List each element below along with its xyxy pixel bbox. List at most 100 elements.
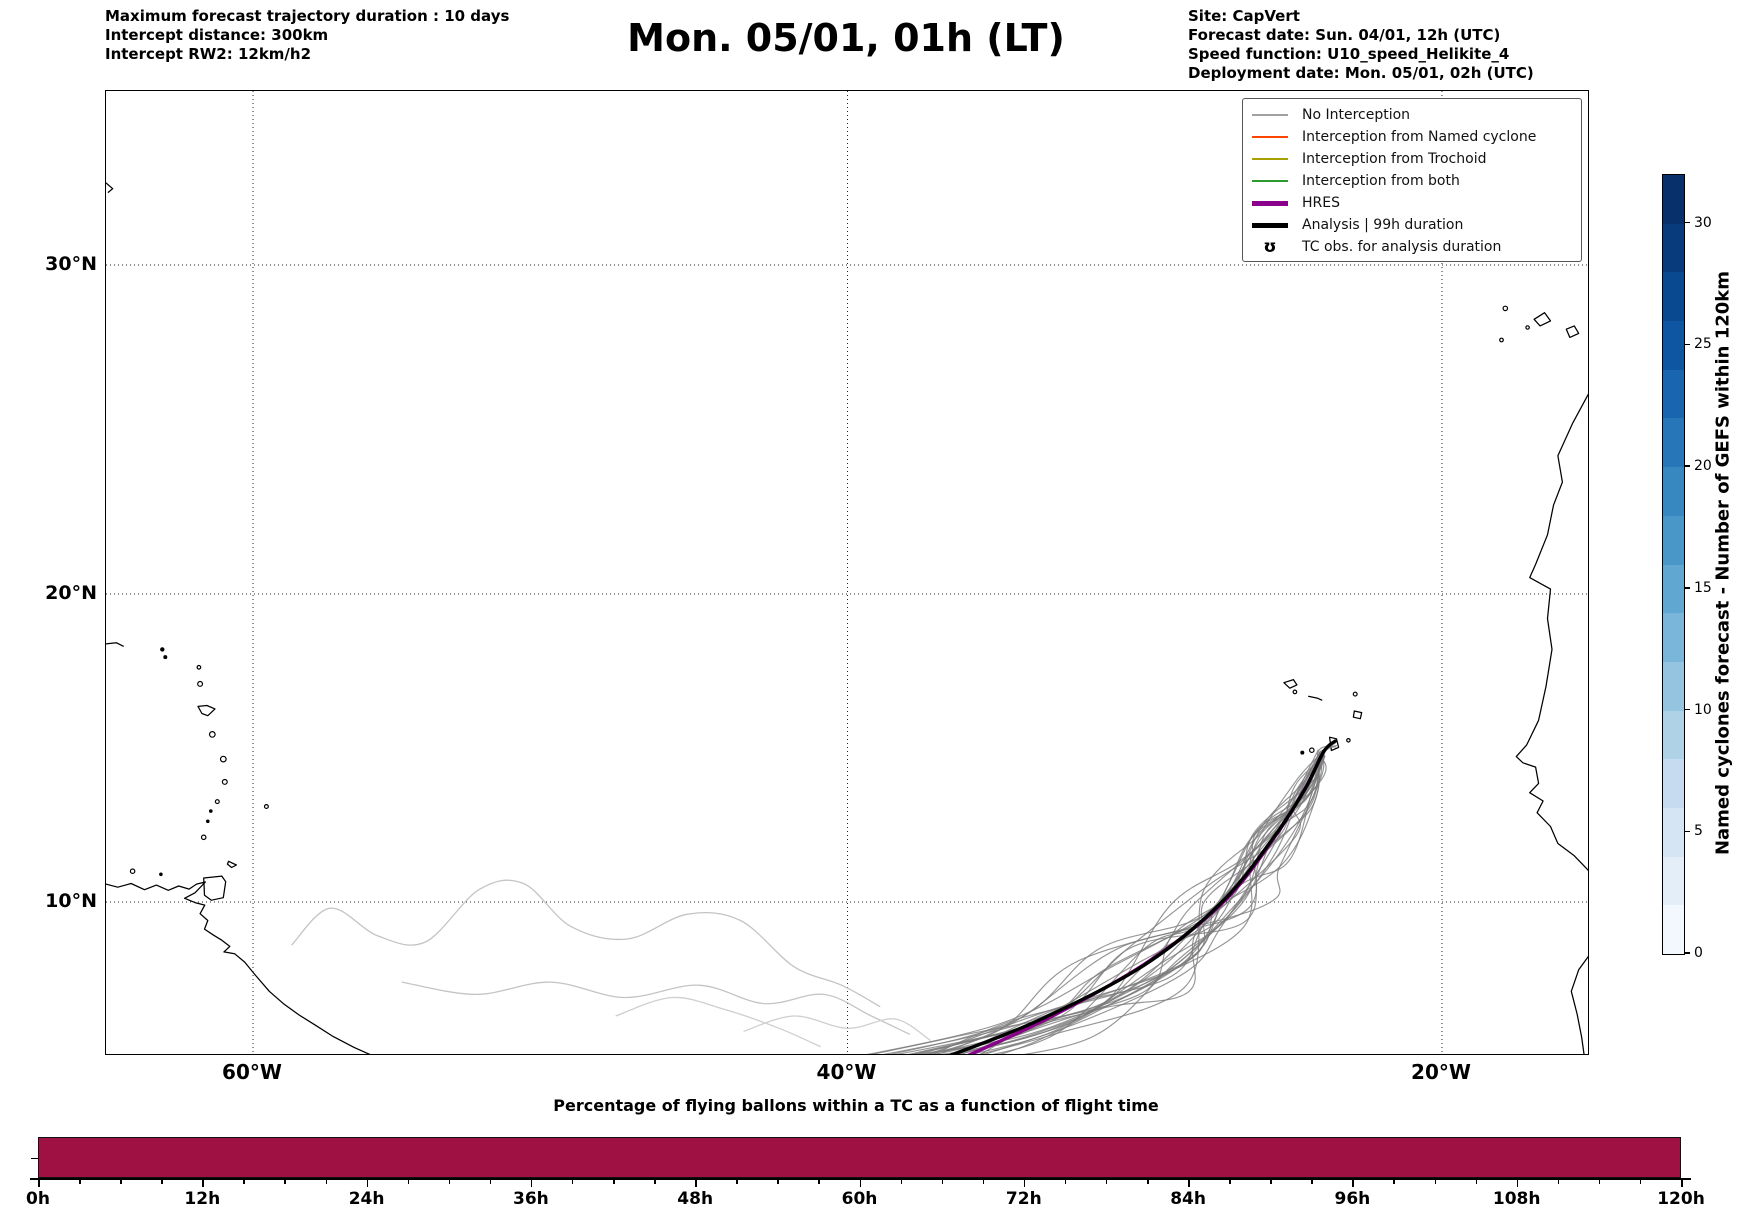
legend-line-sample <box>1252 180 1288 182</box>
bottom-minor-tick <box>1639 1180 1642 1184</box>
colorbar-tick <box>1684 221 1690 224</box>
colorbar-tick <box>1684 587 1690 589</box>
colorbar-tick-label: 0 <box>1694 945 1703 961</box>
legend-label: Interception from Trochoid <box>1302 151 1487 167</box>
bottom-major-tick <box>695 1180 697 1187</box>
lon-tick-label: 60°W <box>222 1060 282 1084</box>
coastline-virgin-islands-fragment <box>106 642 124 647</box>
island-grenadines-2 <box>206 819 210 824</box>
gefs-member-trajectory <box>999 753 1324 1054</box>
bottom-x-axis <box>30 1178 1691 1180</box>
legend-row: Interception from Trochoid <box>1243 148 1581 170</box>
bottom-tick-label: 84h <box>1170 1189 1206 1209</box>
map-canvas <box>106 91 1588 1054</box>
gefs-member-trajectory <box>936 752 1323 1054</box>
colorbar-segment <box>1663 467 1684 516</box>
colorbar-tick-label: 15 <box>1694 579 1712 596</box>
colorbar-segment <box>1663 418 1684 468</box>
gefs-member-trajectory <box>950 753 1321 1054</box>
bottom-major-tick <box>1516 1180 1519 1187</box>
bottom-minor-tick <box>1147 1180 1149 1184</box>
bottom-minor-tick <box>818 1180 820 1184</box>
gefs-member-trajectory <box>979 752 1321 1054</box>
bottom-tick-label: 108h <box>1492 1189 1541 1209</box>
bottom-chart-title: Percentage of flying ballons within a TC… <box>553 1096 1159 1115</box>
lat-tick-label: 10°N <box>45 890 97 912</box>
gefs-member-trajectory <box>969 744 1338 1054</box>
legend-row: Analysis | 99h duration <box>1243 214 1581 236</box>
lat-tick-label: 20°N <box>45 582 97 604</box>
colorbar-segment <box>1663 272 1684 322</box>
intercept-distance-text: Intercept distance: 300km <box>105 26 329 44</box>
colorbar-segment <box>1663 905 1684 954</box>
bottom-minor-tick <box>900 1180 903 1184</box>
colorbar-segment <box>1663 807 1684 857</box>
bottom-minor-tick <box>736 1180 738 1184</box>
legend-swatch <box>1251 136 1289 138</box>
bottom-tick-label: 24h <box>348 1189 385 1209</box>
island-fogo <box>1309 747 1315 754</box>
legend-row: Interception from Named cyclone <box>1243 126 1581 148</box>
faded-trajectory <box>615 996 821 1048</box>
map-legend: No Interception Interception from Named c… <box>1242 98 1582 262</box>
bottom-minor-tick <box>79 1180 81 1184</box>
bottom-tick-label: 0h <box>26 1189 50 1209</box>
colorbar-segment <box>1663 661 1684 711</box>
legend-label: Interception from both <box>1302 173 1460 189</box>
gefs-member-trajectory <box>958 751 1325 1054</box>
bottom-tick-label: 60h <box>841 1189 878 1209</box>
bottom-major-tick <box>1352 1180 1354 1187</box>
max-duration-text: Maximum forecast trajectory duration : 1… <box>105 7 510 25</box>
bottom-minor-tick <box>982 1180 985 1184</box>
island-barbados <box>263 803 269 809</box>
bottom-minor-tick <box>1311 1180 1313 1184</box>
colorbar-segment <box>1663 710 1684 760</box>
bottom-minor-tick <box>161 1180 163 1184</box>
bottom-minor-tick <box>941 1180 944 1184</box>
tc-obs-symbol: ʊ <box>1263 236 1277 257</box>
gefs-member-trajectory <box>915 746 1334 1054</box>
intercept-rw2-text: Intercept RW2: 12km/h2 <box>105 45 312 63</box>
island-martinique <box>219 755 227 763</box>
colorbar-tick-label: 10 <box>1694 701 1712 718</box>
legend-swatch: ʊ <box>1251 236 1289 257</box>
legend-label: No Interception <box>1302 107 1411 123</box>
bottom-major-tick <box>1023 1180 1026 1187</box>
coastline-africa-west-coast <box>1515 393 1588 872</box>
legend-line-sample <box>1252 136 1288 138</box>
island-margarita <box>129 868 136 875</box>
bottom-minor-tick <box>1434 1180 1437 1184</box>
coastline-bermuda <box>106 182 114 194</box>
colorbar-tick <box>1684 952 1690 954</box>
gefs-member-trajectory <box>940 756 1322 1054</box>
legend-label: Interception from Named cyclone <box>1302 129 1537 145</box>
bottom-minor-tick <box>777 1180 779 1184</box>
legend-label: TC obs. for analysis duration <box>1302 239 1502 255</box>
legend-row: HRES <box>1243 192 1581 214</box>
colorbar-label: Named cyclones forecast - Number of GEFS… <box>1712 270 1734 856</box>
colorbar-tick <box>1684 830 1690 833</box>
coastline-tobago <box>226 860 238 869</box>
coastline-sao-nicolau <box>1308 695 1323 701</box>
site-text: Site: CapVert <box>1188 7 1300 25</box>
bottom-minor-tick <box>325 1180 328 1184</box>
legend-swatch <box>1251 114 1289 116</box>
bottom-major-tick <box>1188 1180 1190 1187</box>
bottom-minor-tick <box>1598 1180 1601 1184</box>
legend-row: No Interception <box>1243 104 1581 126</box>
island-anguilla <box>160 647 165 652</box>
island-sao-vicente <box>1292 689 1298 695</box>
coastline-trinidad <box>203 875 227 901</box>
bottom-minor-tick <box>1557 1180 1560 1184</box>
lon-tick-label: 40°W <box>816 1060 877 1084</box>
bottom-minor-tick <box>1229 1180 1231 1184</box>
colorbar-segment <box>1663 759 1684 808</box>
colorbar-tick-label: 5 <box>1694 823 1703 840</box>
island-el-hierro <box>1499 337 1504 343</box>
gefs-member-trajectory <box>925 751 1321 1054</box>
island-antigua <box>197 680 204 687</box>
bottom-major-tick <box>1681 1180 1683 1187</box>
bottom-minor-tick <box>1064 1180 1067 1184</box>
forecast-date-text: Forecast date: Sun. 04/01, 12h (UTC) <box>1188 26 1501 44</box>
